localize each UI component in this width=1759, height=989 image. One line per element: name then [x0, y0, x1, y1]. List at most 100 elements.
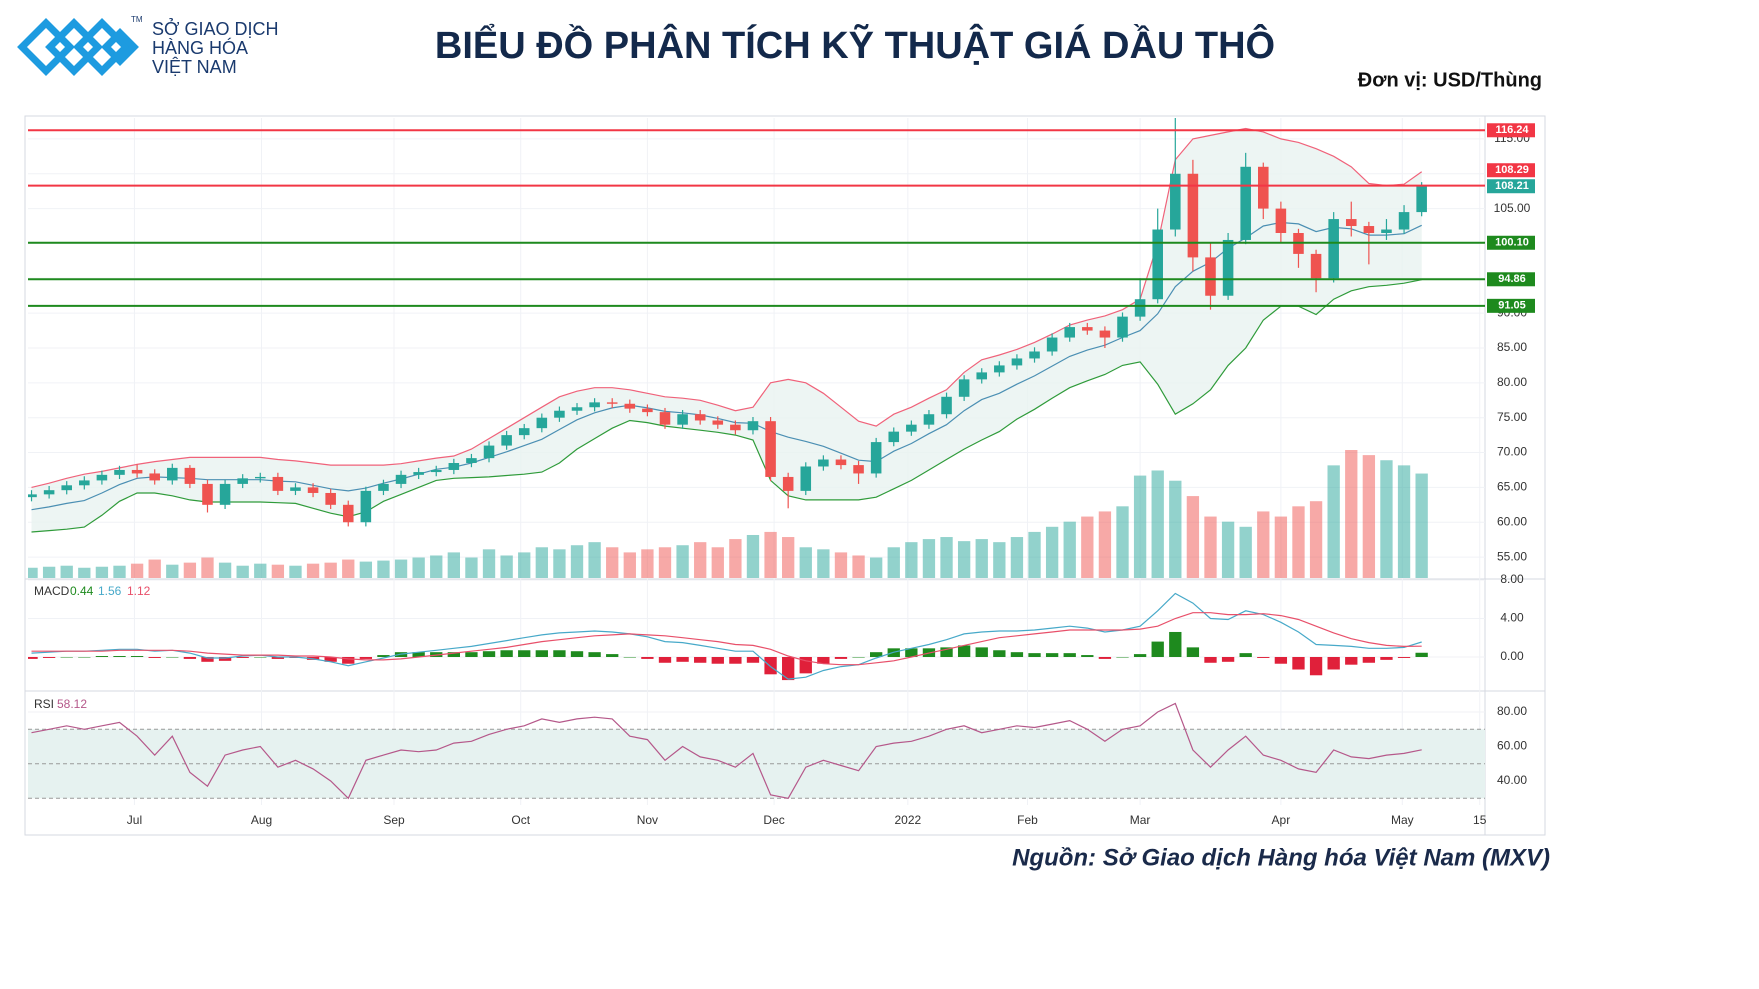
- candle-body: [43, 490, 55, 495]
- candle-body: [765, 421, 776, 477]
- volume-bar: [1010, 537, 1024, 578]
- level-label: 91.05: [1498, 300, 1526, 312]
- logo-text: VIỆT NAM: [152, 57, 237, 77]
- candle-body: [1381, 229, 1392, 233]
- macd-histogram-bar: [166, 656, 179, 658]
- level-label: 116.24: [1495, 124, 1529, 136]
- candle-body: [518, 428, 530, 436]
- macd-histogram-bar: [113, 656, 126, 657]
- macd-histogram-bar: [1063, 653, 1076, 657]
- x-tick-label: Feb: [1017, 813, 1038, 827]
- volume-bar: [535, 547, 548, 578]
- candle-body: [835, 459, 847, 466]
- macd-histogram-bar: [729, 656, 742, 664]
- candle-body: [1029, 351, 1040, 359]
- macd-histogram-bar: [834, 656, 848, 659]
- x-tick-label: Aug: [251, 813, 272, 827]
- candle-body: [694, 414, 706, 421]
- macd-histogram-bar: [1081, 655, 1094, 657]
- volume-bar: [1292, 506, 1305, 578]
- volume-bar: [1327, 465, 1340, 578]
- volume-bar: [834, 552, 848, 578]
- logo-icon: [17, 18, 139, 76]
- candle-body: [1310, 253, 1322, 279]
- y-tick-label: 70.00: [1497, 445, 1527, 459]
- macd-histogram-bar: [447, 652, 460, 657]
- x-tick-label: Apr: [1272, 813, 1291, 827]
- volume-bar: [1309, 501, 1323, 578]
- volume-bar: [306, 563, 320, 578]
- x-tick-label: Dec: [763, 813, 784, 827]
- candle-body: [800, 466, 812, 491]
- candle-body: [1064, 327, 1075, 338]
- volume-bar: [78, 567, 91, 578]
- level-label: 108.29: [1495, 164, 1529, 176]
- macd-pane: [28, 592, 1428, 681]
- candle-body: [818, 459, 829, 467]
- y-tick-label: 80.00: [1497, 704, 1527, 718]
- macd-histogram-bar: [500, 650, 513, 657]
- macd-histogram-bar: [28, 656, 38, 659]
- volume-bar: [254, 563, 267, 578]
- level-label-box: [1487, 163, 1535, 178]
- volume-bar: [28, 567, 38, 578]
- macd-histogram-bar: [130, 656, 144, 657]
- macd-histogram-bar: [1204, 656, 1217, 663]
- level-label-box: [1487, 235, 1535, 250]
- candle-body: [1222, 239, 1234, 296]
- candle-body: [395, 474, 407, 484]
- candle-body: [730, 424, 741, 431]
- candle-body: [325, 492, 336, 505]
- volume-bar: [1169, 480, 1182, 578]
- volume-bar: [465, 557, 478, 578]
- macd-histogram-bar: [746, 656, 760, 663]
- candle-body: [994, 365, 1005, 373]
- candle-body: [1205, 257, 1216, 296]
- volume-bar: [799, 547, 812, 578]
- macd-histogram-bar: [1186, 647, 1200, 657]
- level-label-box: [1487, 123, 1535, 138]
- volume-bar: [1204, 516, 1217, 578]
- volume-bar: [746, 534, 760, 578]
- volume-bar: [1063, 521, 1076, 578]
- y-tick-label: 55.00: [1497, 549, 1527, 563]
- y-tick-label: 85.00: [1497, 340, 1527, 354]
- macd-histogram-bar: [1292, 656, 1305, 670]
- macd-histogram-bar: [1116, 656, 1129, 658]
- candle-body: [712, 420, 724, 425]
- candle-body: [536, 417, 548, 429]
- candle-body: [642, 408, 653, 413]
- volume-bar: [1380, 460, 1393, 578]
- y-tick-label: 8.00: [1500, 572, 1524, 586]
- volume-bar: [553, 549, 566, 578]
- volume-bar: [817, 549, 830, 578]
- volume-bar: [694, 542, 707, 578]
- volume-bar: [1345, 450, 1358, 578]
- macd-histogram-bar: [852, 656, 865, 658]
- x-tick-label: 15: [1473, 813, 1487, 827]
- volume-bar: [148, 559, 161, 578]
- bollinger-upper: [31, 127, 1423, 488]
- volume-bar: [570, 545, 584, 578]
- macd-histogram-bar: [905, 648, 918, 657]
- volume-bar: [218, 562, 232, 578]
- macd-histogram-bar: [377, 655, 390, 657]
- volume-bar: [676, 545, 689, 578]
- y-tick-label: 75.00: [1497, 410, 1527, 424]
- macd-histogram-bar: [623, 656, 636, 658]
- macd-histogram-bar: [95, 656, 109, 657]
- y-tick-label: 105.00: [1494, 201, 1531, 215]
- volume-bar: [1081, 516, 1094, 578]
- candle-body: [1099, 330, 1111, 338]
- x-tick-label: Oct: [511, 813, 530, 827]
- macd-histogram-bar: [535, 650, 548, 657]
- volume-bar: [869, 557, 883, 578]
- macd-histogram-bar: [940, 647, 953, 657]
- candle-body: [958, 379, 970, 397]
- logo-text: SỞ GIAO DỊCH: [152, 18, 278, 39]
- rsi-line: [31, 702, 1422, 800]
- last-price-box: [1487, 179, 1535, 194]
- candle-body: [853, 465, 864, 474]
- macd-histogram-bar: [957, 645, 971, 657]
